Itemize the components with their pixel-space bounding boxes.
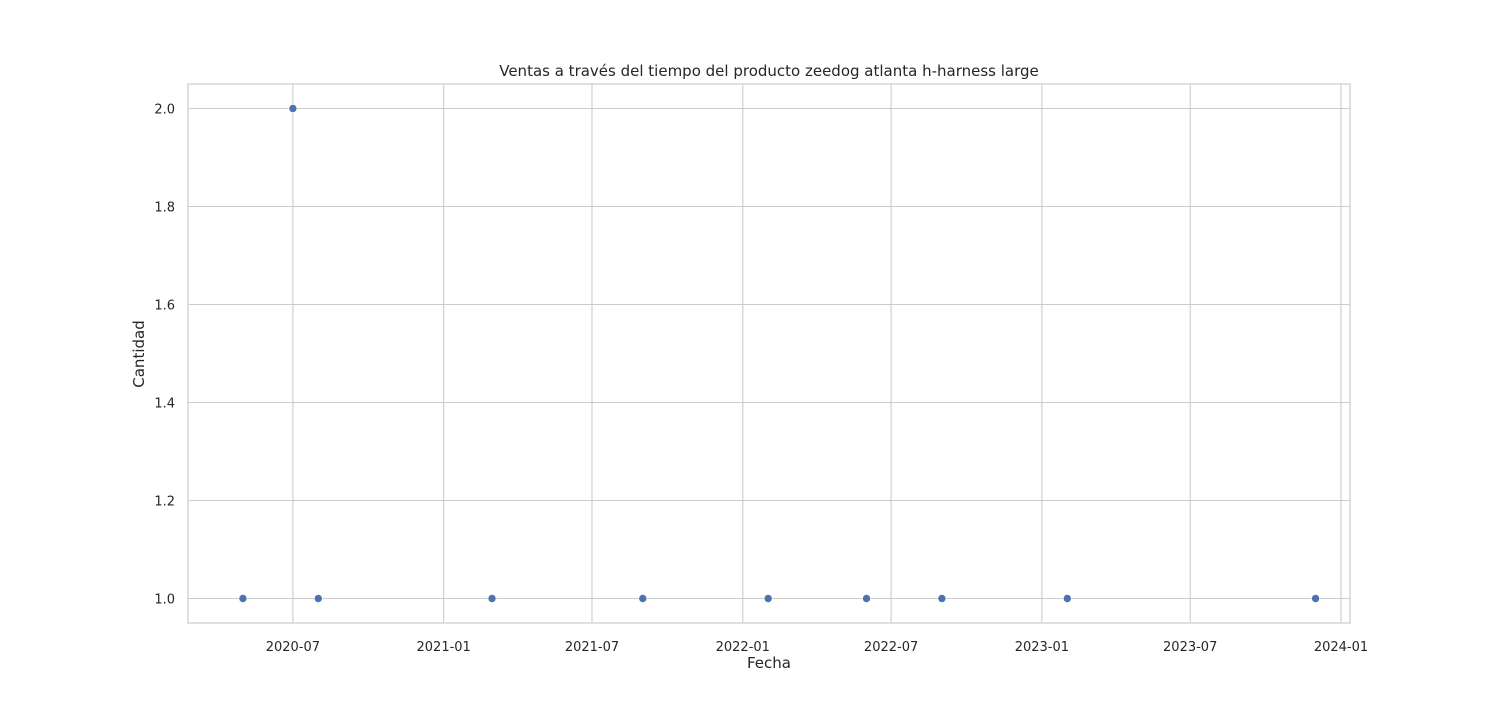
y-tick-label: 1.4 — [154, 397, 175, 412]
y-tick-label: 1.0 — [154, 593, 175, 608]
plot-frame — [187, 83, 1351, 624]
x-tick-label: 2023-01 — [1015, 640, 1069, 655]
data-point — [1311, 594, 1320, 603]
data-point — [238, 594, 248, 603]
x-tick-label: 2020-07 — [266, 640, 320, 655]
x-axis-label: Fecha — [747, 654, 791, 672]
data-point — [1062, 594, 1072, 603]
y-tick-labels: 1.0 1.2 1.4 1.6 1.8 2.0 — [154, 103, 175, 608]
y-axis-label: Cantidad — [130, 320, 148, 387]
data-point — [638, 594, 648, 603]
data-point — [763, 594, 773, 603]
grid — [188, 84, 1350, 623]
data-point — [862, 594, 871, 603]
x-tick-label: 2021-07 — [565, 640, 619, 655]
data-point — [313, 594, 323, 603]
x-tick-label: 2021-01 — [417, 640, 471, 655]
x-tick-label: 2022-01 — [716, 640, 770, 655]
x-tick-label: 2023-07 — [1163, 640, 1217, 655]
x-tick-labels: 2020-07 2021-01 2021-07 2022-01 2022-07 2023-… — [266, 640, 1368, 655]
chart-title: Ventas a través del tiempo del producto … — [499, 62, 1039, 80]
y-tick-label: 1.8 — [154, 201, 175, 216]
y-tick-label: 1.2 — [154, 495, 175, 510]
data-point — [937, 594, 947, 603]
data-point — [487, 594, 497, 603]
y-tick-label: 1.6 — [154, 299, 175, 314]
x-tick-label: 2024-01 — [1314, 640, 1368, 655]
y-tick-label: 2.0 — [154, 103, 175, 118]
data-points — [238, 104, 1320, 603]
x-tick-label: 2022-07 — [864, 640, 918, 655]
data-point — [288, 104, 298, 113]
